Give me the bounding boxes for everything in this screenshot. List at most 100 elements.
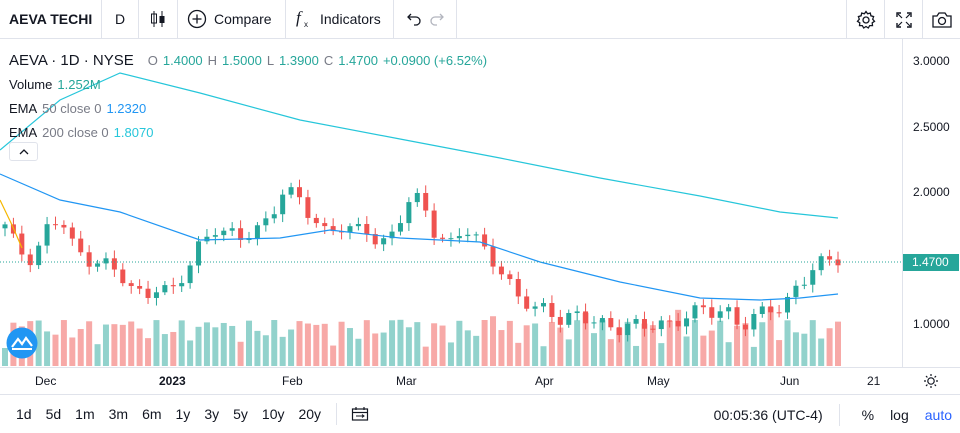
range-6m[interactable]: 6m (142, 406, 162, 422)
candle-body (776, 312, 782, 314)
legend-symbol[interactable]: AEVA · 1D · NYSE (9, 51, 134, 69)
candle-body (473, 234, 479, 236)
candle-body (61, 224, 67, 228)
range-1d[interactable]: 1d (16, 406, 32, 422)
volume-bar (691, 320, 698, 366)
fullscreen-button[interactable] (884, 0, 922, 39)
percent-toggle[interactable]: % (861, 406, 875, 423)
range-3y[interactable]: 3y (204, 406, 220, 422)
volume-bar (102, 324, 109, 366)
symbol-search[interactable]: AEVA TECHI (0, 0, 102, 39)
candle-body (153, 292, 159, 298)
candle-body (145, 288, 151, 298)
volume-bar (136, 328, 143, 366)
candle-body (785, 296, 791, 313)
date-range-icon[interactable] (351, 406, 369, 422)
volume-bar (523, 325, 530, 366)
range-20y[interactable]: 20y (298, 406, 322, 422)
candle-body (254, 225, 260, 239)
change-value: +0.0900 (+6.52%) (382, 52, 488, 68)
ema50-value: 1.2320 (106, 100, 147, 116)
candle-body (742, 324, 748, 330)
volume-bar (187, 340, 194, 366)
chart-type-button[interactable] (139, 0, 178, 39)
candle-body (162, 285, 168, 293)
volume-bar (262, 335, 269, 366)
price-chart[interactable] (0, 39, 960, 394)
function-icon: f x (296, 9, 308, 29)
volume-bar (431, 323, 438, 366)
volume-bar (590, 333, 597, 366)
candle-body (658, 320, 664, 330)
range-5d[interactable]: 5d (45, 406, 62, 422)
volume-bar (506, 320, 513, 366)
axis-settings-icon[interactable] (923, 373, 939, 389)
tradingview-logo-icon[interactable] (6, 327, 38, 359)
range-10y[interactable]: 10y (261, 406, 285, 422)
volume-bar (35, 320, 42, 366)
time-label: 21 (867, 374, 881, 388)
volume-bar (599, 320, 606, 366)
legend-volume-row[interactable]: Volume 1.252M (9, 72, 487, 96)
interval-button[interactable]: D (102, 0, 139, 39)
candle-body (44, 224, 50, 246)
volume-bar (397, 319, 404, 366)
volume-bar (44, 331, 51, 366)
volume-bar (372, 333, 379, 366)
candle-body (759, 306, 765, 315)
volume-bar (776, 340, 783, 366)
range-1m[interactable]: 1m (75, 406, 95, 422)
time-axis[interactable]: Dec 2023 Feb Mar Apr May Jun 21 (0, 367, 960, 394)
compare-button[interactable]: Compare (178, 0, 286, 39)
volume-bar (128, 321, 135, 366)
candle-body (625, 323, 631, 336)
redo-icon[interactable] (429, 12, 445, 26)
candle-body (768, 306, 774, 313)
volume-bar (481, 320, 488, 366)
volume-bar (77, 329, 84, 366)
range-5y[interactable]: 5y (233, 406, 248, 422)
high-value: 1.5000 (222, 52, 262, 68)
volume-bar (801, 333, 808, 366)
toolbar-right-group (846, 0, 960, 39)
legend-collapse-button[interactable] (9, 142, 38, 161)
candle-body (633, 319, 639, 324)
snapshot-button[interactable] (922, 0, 960, 39)
range-1y[interactable]: 1y (175, 406, 191, 422)
candle-body (381, 238, 387, 245)
candle-body (288, 187, 294, 195)
auto-toggle[interactable]: auto (924, 406, 952, 423)
candle-body (692, 305, 698, 319)
volume-bar (490, 316, 497, 366)
legend-ema200-row[interactable]: EMA 200 close 0 1.8070 (9, 120, 487, 144)
volume-bar (666, 320, 673, 366)
undo-icon[interactable] (406, 12, 422, 26)
volume-bar (60, 320, 67, 366)
candle-body (111, 258, 117, 270)
candle-body (78, 238, 84, 253)
range-3m[interactable]: 3m (108, 406, 129, 422)
ema50-params: 50 close 0 (42, 100, 102, 116)
candle-body (549, 303, 555, 317)
settings-button[interactable] (846, 0, 884, 39)
volume-bar (170, 331, 177, 366)
volume-bar (742, 323, 749, 366)
volume-value: 1.252M (57, 76, 101, 92)
candle-body (238, 228, 244, 241)
legend-ema50-row[interactable]: EMA 50 close 0 1.2320 (9, 96, 487, 120)
log-toggle[interactable]: log (890, 406, 909, 423)
candle-body (717, 311, 723, 318)
volume-bar (464, 330, 471, 366)
candle-body (440, 237, 446, 239)
volume-bar (246, 320, 253, 366)
price-axis[interactable]: 3.0000 2.5000 2.0000 1.0000 1.4700 (902, 39, 960, 367)
indicators-button[interactable]: f x Indicators (286, 0, 394, 39)
open-label: O (147, 52, 158, 68)
candle-body (801, 284, 807, 286)
volume-bar (675, 309, 682, 366)
candle-body (650, 328, 656, 330)
candle-body (541, 303, 547, 307)
ema200-params: 200 close 0 (42, 124, 109, 140)
candle-body (583, 311, 589, 324)
timezone-clock[interactable]: 00:05:36 (UTC-4) (714, 403, 840, 426)
